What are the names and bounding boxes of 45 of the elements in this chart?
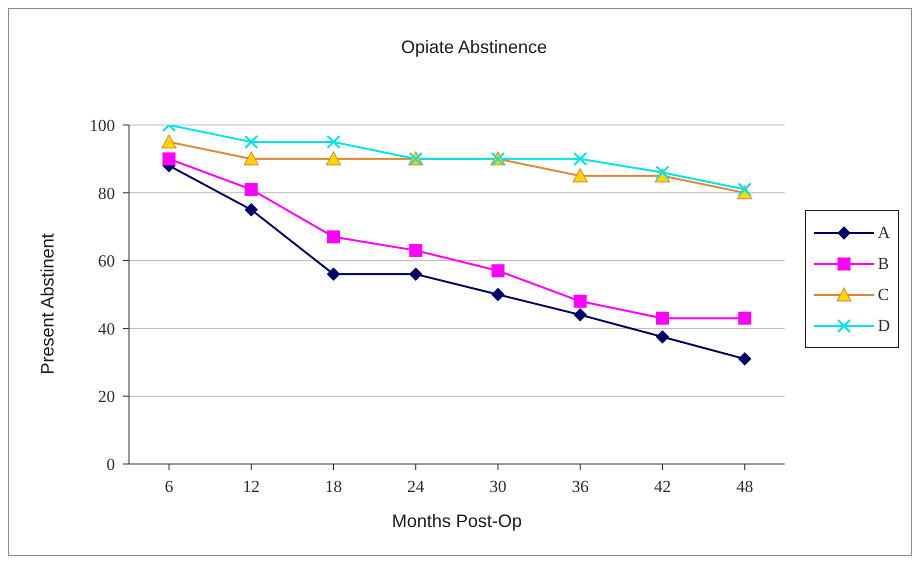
point bbox=[574, 308, 587, 322]
point bbox=[738, 182, 752, 196]
point bbox=[244, 151, 259, 166]
x-tick-label: 42 bbox=[654, 477, 671, 496]
point bbox=[162, 152, 176, 166]
point bbox=[409, 268, 422, 281]
x-tick-label: 48 bbox=[736, 477, 754, 496]
point bbox=[738, 352, 752, 366]
point bbox=[162, 134, 176, 148]
chart-title: Opiate Abstinence bbox=[400, 37, 548, 58]
y-tick-label: 40 bbox=[98, 319, 115, 338]
x-tick-label: 12 bbox=[242, 477, 260, 496]
x-tick-label: 18 bbox=[324, 477, 342, 496]
point bbox=[491, 264, 504, 278]
x-tick-label: 30 bbox=[489, 477, 506, 496]
legend-label: A bbox=[878, 222, 890, 242]
point bbox=[326, 151, 341, 166]
point bbox=[656, 330, 669, 344]
point bbox=[409, 244, 422, 257]
point bbox=[738, 312, 752, 325]
point bbox=[244, 182, 258, 196]
y-tick-label: 20 bbox=[98, 387, 115, 406]
y-tick-label: 80 bbox=[98, 184, 115, 203]
legend-label: C bbox=[878, 284, 890, 304]
point bbox=[655, 165, 670, 180]
y-tick-label: 100 bbox=[90, 116, 115, 136]
x-tick-label: 36 bbox=[572, 477, 589, 496]
y-tick-label: 0 bbox=[106, 455, 115, 474]
point bbox=[491, 288, 504, 301]
point bbox=[326, 268, 340, 281]
y-tick-label: 60 bbox=[98, 252, 115, 271]
legend-label: B bbox=[878, 254, 890, 274]
point bbox=[244, 203, 258, 216]
point bbox=[656, 312, 669, 325]
point bbox=[573, 152, 588, 166]
point bbox=[326, 230, 340, 244]
x-tick-label: 24 bbox=[407, 477, 425, 496]
point bbox=[326, 134, 340, 149]
point bbox=[574, 294, 587, 308]
point bbox=[572, 168, 588, 182]
x-axis-title: Months Post-Op bbox=[392, 511, 522, 531]
x-tick-label: 6 bbox=[164, 477, 174, 496]
y-axis-title: Present Abstinent bbox=[37, 233, 58, 374]
legend-label: D bbox=[878, 316, 890, 336]
point bbox=[244, 134, 258, 149]
